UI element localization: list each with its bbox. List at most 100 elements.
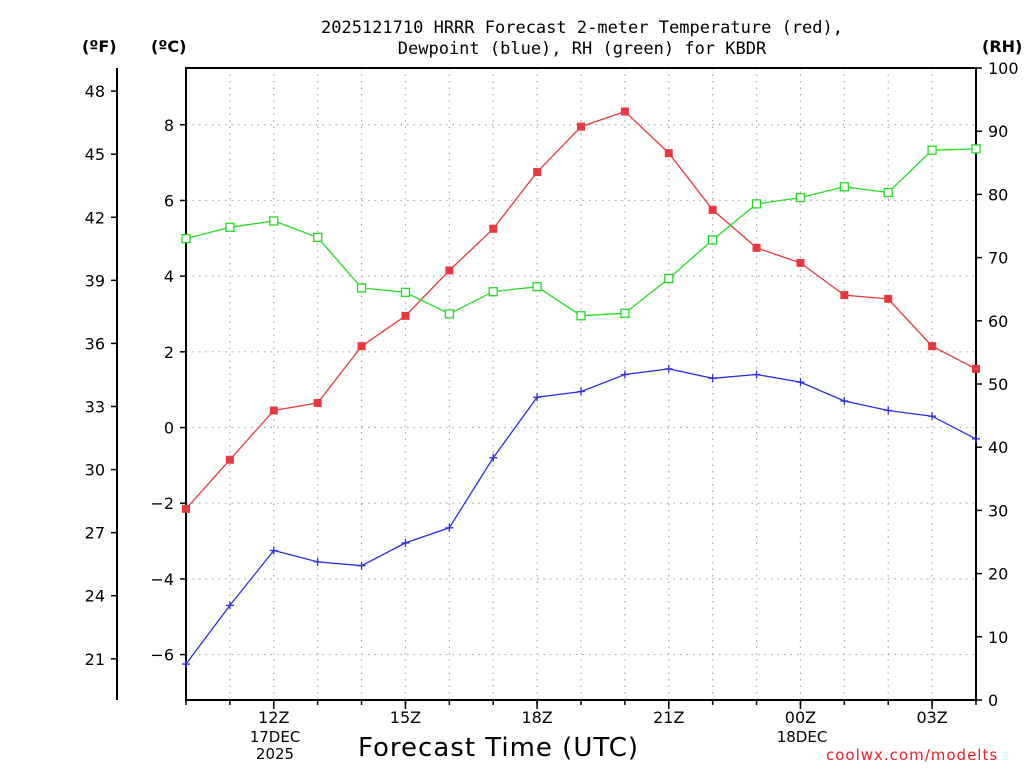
dewpoint-point <box>664 364 673 373</box>
grid-lines <box>186 68 976 700</box>
rh-point <box>313 232 323 243</box>
rh-point <box>927 145 937 155</box>
fahrenheit-tick-label: 39 <box>85 271 105 290</box>
rh-point <box>444 309 454 319</box>
x-tick-label: 15Z <box>390 708 421 727</box>
rh-point <box>576 311 586 321</box>
date-label-17dec: 17DEC 2025 <box>235 729 315 763</box>
date-label-17dec-line-2: 2025 <box>255 745 295 763</box>
date-label-17dec-line-1: 17DEC <box>249 728 301 746</box>
rh-point <box>532 282 542 292</box>
celsius-tick-label: 2 <box>164 343 174 362</box>
rh-point <box>269 216 279 226</box>
temperature-point <box>357 342 366 351</box>
temperature-point <box>928 342 937 351</box>
axis-ticks: −6−4−20246821242730333639424548010203040… <box>85 59 1019 727</box>
x-tick-label: 21Z <box>653 708 684 727</box>
fahrenheit-tick-label: 27 <box>85 524 105 543</box>
chart-title-line-1: 2025121710 HRRR Forecast 2-meter Tempera… <box>321 18 843 38</box>
rh-point <box>620 308 630 318</box>
dewpoint-point <box>928 412 937 421</box>
fahrenheit-tick-label: 42 <box>85 208 105 227</box>
rh-line <box>185 148 977 317</box>
celsius-tick-label: −6 <box>150 646 174 665</box>
fahrenheit-tick-label: 33 <box>85 397 105 416</box>
rh-unit-label: (RH) <box>982 37 1023 56</box>
fahrenheit-tick-label: 21 <box>85 650 105 669</box>
dewpoint-point <box>840 397 849 406</box>
dewpoint-point <box>313 557 322 566</box>
rh-point <box>971 144 981 154</box>
dewpoint-point <box>489 453 498 462</box>
rh-point <box>795 192 806 203</box>
rh-tick-label: 90 <box>988 122 1008 141</box>
rh-tick-label: 70 <box>988 249 1008 268</box>
rh-tick-label: 40 <box>988 438 1008 457</box>
celsius-tick-label: −4 <box>150 570 174 589</box>
x-tick-label: 00Z <box>785 708 816 727</box>
rh-tick-label: 30 <box>988 501 1008 520</box>
rh-tick-label: 80 <box>988 185 1008 204</box>
x-tick-label: 03Z <box>916 708 947 727</box>
rh-point <box>225 222 235 232</box>
rh-tick-label: 100 <box>988 59 1019 78</box>
celsius-tick-label: 6 <box>164 191 174 210</box>
x-tick-label: 18Z <box>521 708 552 727</box>
rh-point <box>181 233 191 244</box>
temperature-point <box>708 205 717 214</box>
rh-point <box>356 283 367 293</box>
dewpoint-point <box>445 523 454 532</box>
temperature-point <box>489 224 498 233</box>
date-label-18dec: 18DEC <box>762 729 842 746</box>
rh-point <box>400 287 411 298</box>
dewpoint-point <box>708 374 717 383</box>
rh-point <box>488 287 498 297</box>
rh-tick-label: 50 <box>988 375 1008 394</box>
temperature-point <box>313 398 322 407</box>
temperature-point <box>840 291 849 300</box>
series-layer <box>181 107 981 669</box>
rh-point <box>839 182 849 192</box>
temperature-point <box>577 122 585 131</box>
temperature-point <box>884 294 893 303</box>
temperature-point <box>269 406 278 415</box>
chart-title-line-2: Dewpoint (blue), RH (green) for KBDR <box>397 39 767 59</box>
rh-point <box>751 199 762 209</box>
celsius-unit-label: (ºC) <box>151 37 187 56</box>
x-axis-title: Forecast Time (UTC) <box>358 733 640 763</box>
dewpoint-point <box>533 393 542 402</box>
temperature-line <box>185 110 977 510</box>
temperature-point <box>182 504 190 513</box>
celsius-tick-label: 0 <box>164 419 174 438</box>
dewpoint-point <box>972 434 980 443</box>
dewpoint-point <box>884 406 893 415</box>
rh-tick-label: 20 <box>988 565 1008 584</box>
fahrenheit-tick-label: 36 <box>85 334 105 353</box>
date-label-18dec-line-1: 18DEC <box>776 728 828 746</box>
temperature-point <box>972 364 980 373</box>
temperature-point <box>533 168 542 177</box>
rh-point <box>883 187 893 198</box>
x-tick-label: 12Z <box>258 708 289 727</box>
dewpoint-point <box>269 546 278 555</box>
dewpoint-point <box>357 561 366 570</box>
celsius-tick-label: 8 <box>164 116 174 135</box>
fahrenheit-tick-label: 30 <box>85 461 105 480</box>
fahrenheit-tick-label: 24 <box>85 587 105 606</box>
dewpoint-point <box>401 538 410 547</box>
rh-tick-label: 60 <box>988 312 1008 331</box>
temperature-point <box>752 243 761 252</box>
rh-point <box>664 273 674 284</box>
rh-point <box>708 235 718 245</box>
fahrenheit-unit-label: (ºF) <box>82 37 117 56</box>
plot-frame <box>185 67 977 701</box>
credit-link[interactable]: coolwx.com/modelts <box>826 746 999 764</box>
temperature-point <box>796 258 805 267</box>
temperature-point <box>225 455 234 464</box>
celsius-tick-label: 4 <box>164 267 174 286</box>
temperature-point <box>664 149 673 158</box>
dewpoint-point <box>620 370 629 379</box>
dewpoint-point <box>752 370 761 379</box>
temperature-point <box>401 311 410 320</box>
rh-tick-label: 10 <box>988 628 1008 647</box>
